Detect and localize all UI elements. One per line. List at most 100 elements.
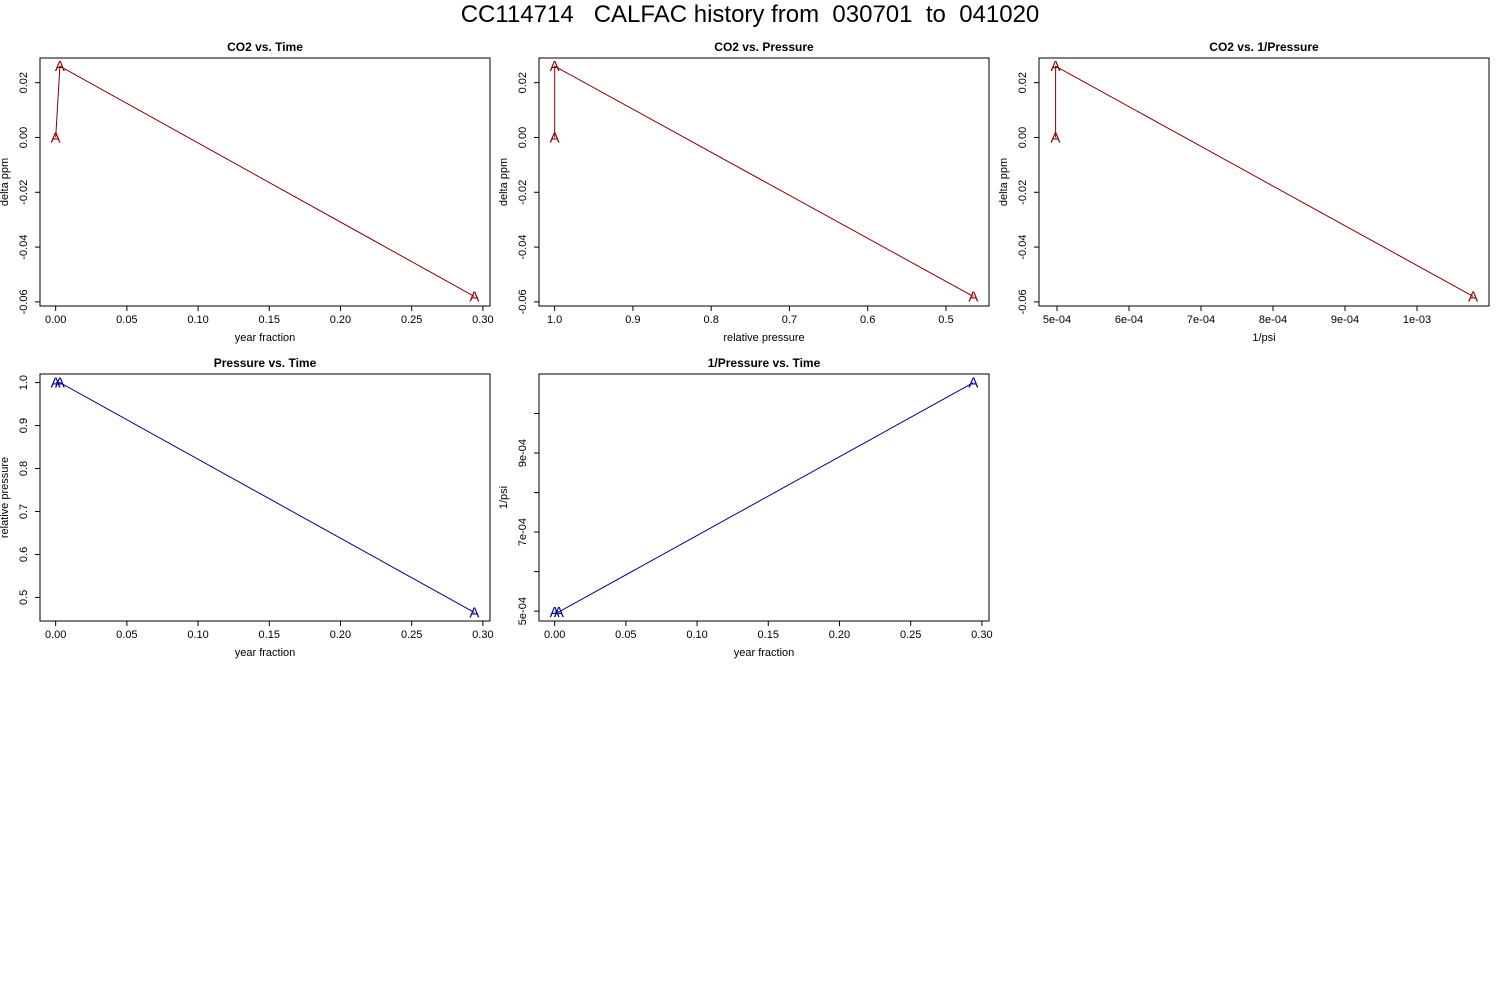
plot-frame <box>39 373 491 622</box>
y-tick-label: 0.02 <box>517 72 529 93</box>
x-tick-label: 0.7 <box>782 314 797 326</box>
y-tick-label: 0.9 <box>18 418 30 433</box>
x-tick-label: 0.6 <box>860 314 875 326</box>
x-tick-label: 0.5 <box>938 314 953 326</box>
data-point-marker: A <box>1051 58 1061 75</box>
y-tick-label: 0.8 <box>18 461 30 476</box>
data-point-marker: A <box>1051 129 1061 146</box>
data-point-marker: A <box>469 604 479 621</box>
x-tick-label: 0.00 <box>544 629 565 641</box>
data-point-marker: A <box>55 58 65 75</box>
y-axis-label: 1/psi <box>498 486 510 509</box>
x-tick-label: 0.9 <box>625 314 640 326</box>
x-tick-label: 0.25 <box>401 629 422 641</box>
data-point-marker: A <box>1468 288 1478 305</box>
data-point-marker: A <box>51 375 61 392</box>
y-tick-label: -0.06 <box>18 289 30 314</box>
y-tick-label: 9e-04 <box>517 439 529 467</box>
y-axis-label: delta ppm <box>998 158 1010 206</box>
x-tick-label: 6e-04 <box>1115 314 1143 326</box>
data-point-marker: A <box>55 375 65 392</box>
chart-title: CO2 vs. 1/Pressure <box>1209 40 1319 54</box>
x-tick-label: 0.00 <box>45 314 66 326</box>
x-tick-label: 0.00 <box>45 629 66 641</box>
data-point-marker: A <box>51 129 61 146</box>
y-axis-label: delta ppm <box>498 158 510 206</box>
x-tick-label: 0.20 <box>330 629 351 641</box>
series-line <box>55 382 475 613</box>
x-tick-label: 0.30 <box>472 314 493 326</box>
y-tick-label: 7e-04 <box>517 518 529 546</box>
chart-title: CO2 vs. Pressure <box>714 40 814 54</box>
page-title: CC114714 CALFAC history from 030701 to 0… <box>460 1 1040 28</box>
data-point-marker: A <box>550 604 560 621</box>
x-tick-label: 0.10 <box>686 629 707 641</box>
x-tick-label: 0.05 <box>116 314 137 326</box>
chart-panel-3: CO2 vs. 1/Pressure 5e-04 6e-04 7e-04 8e-04 9e… <box>998 40 1490 344</box>
series-line <box>1055 65 1474 297</box>
x-tick-label: 0.10 <box>187 629 208 641</box>
y-tick-label: 0.00 <box>18 127 30 148</box>
chart-title: CO2 vs. Time <box>227 40 303 54</box>
y-axis-label: relative pressure <box>0 457 11 538</box>
x-tick-label: 0.05 <box>615 629 636 641</box>
data-point-marker: A <box>968 288 978 305</box>
data-point-marker: A <box>550 58 560 75</box>
y-tick-label: 5e-04 <box>517 597 529 625</box>
y-tick-label: -0.04 <box>18 235 30 260</box>
chart-panel-1: CO2 vs. Time 0.00 0.05 0.10 0.15 0.20 0.25 0.30… <box>0 40 494 344</box>
y-tick-label: 0.6 <box>18 547 30 562</box>
chart-panel-4: Pressure vs. Time 0.00 0.05 0.10 0.15 0.20 0.2… <box>0 356 494 659</box>
x-tick-label: 1e-03 <box>1403 314 1431 326</box>
x-tick-label: 0.15 <box>259 629 280 641</box>
y-tick-label: 0.00 <box>517 127 529 148</box>
y-tick-label: -0.02 <box>18 180 30 205</box>
x-tick-label: 0.30 <box>971 629 992 641</box>
plot-frame <box>1038 57 1490 307</box>
x-tick-label: 0.25 <box>401 314 422 326</box>
y-tick-label: 0.5 <box>18 590 30 605</box>
plot-frame <box>538 57 990 307</box>
x-tick-label: 7e-04 <box>1187 314 1215 326</box>
y-tick-label: -0.04 <box>517 235 529 260</box>
x-axis-label: year fraction <box>235 332 296 344</box>
x-axis-label: 1/psi <box>1252 332 1275 344</box>
series-line <box>55 65 475 297</box>
x-tick-label: 0.25 <box>900 629 921 641</box>
plot-frame <box>538 373 990 622</box>
chart-panel-2: CO2 vs. Pressure 1.0 0.9 0.8 0.7 0.6 0.5 -0.06 -… <box>498 40 990 344</box>
x-tick-label: 0.05 <box>116 629 137 641</box>
x-axis-label: relative pressure <box>723 332 804 344</box>
y-tick-label: 0.00 <box>1017 127 1029 148</box>
chart-title: Pressure vs. Time <box>214 356 317 370</box>
x-tick-label: 0.8 <box>704 314 719 326</box>
y-axis-label: delta ppm <box>0 158 11 206</box>
x-tick-label: 5e-04 <box>1043 314 1071 326</box>
y-tick-label: 1.0 <box>18 375 30 390</box>
x-tick-label: 0.30 <box>472 629 493 641</box>
data-point-marker: A <box>469 288 479 305</box>
y-tick-label: 0.02 <box>1017 72 1029 93</box>
y-tick-label: 0.02 <box>18 72 30 93</box>
y-tick-label: 0.7 <box>18 504 30 519</box>
x-tick-label: 1.0 <box>547 314 562 326</box>
data-point-marker: A <box>554 604 564 621</box>
data-point-marker: A <box>968 375 978 392</box>
x-axis-label: year fraction <box>734 647 795 659</box>
y-tick-label: -0.02 <box>1017 180 1029 205</box>
y-tick-label: -0.02 <box>517 180 529 205</box>
x-tick-label: 9e-04 <box>1331 314 1359 326</box>
x-tick-label: 0.20 <box>829 629 850 641</box>
series-line <box>554 65 974 297</box>
chart-title: 1/Pressure vs. Time <box>708 356 821 370</box>
x-tick-label: 0.10 <box>187 314 208 326</box>
plot-frame <box>39 57 491 307</box>
x-tick-label: 0.20 <box>330 314 351 326</box>
x-tick-label: 0.15 <box>259 314 280 326</box>
y-tick-label: -0.06 <box>517 289 529 314</box>
y-tick-label: -0.06 <box>1017 289 1029 314</box>
y-tick-label: -0.04 <box>1017 235 1029 260</box>
x-axis-label: year fraction <box>235 647 296 659</box>
data-point-marker: A <box>550 129 560 146</box>
